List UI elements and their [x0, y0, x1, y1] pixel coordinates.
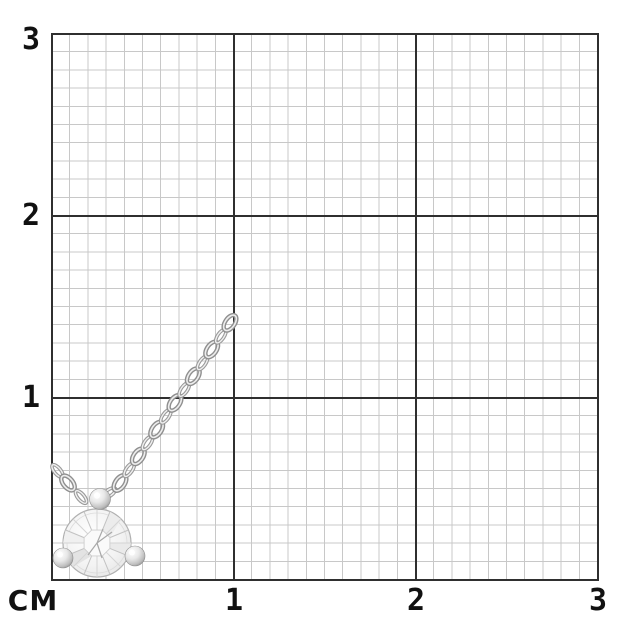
y-axis-label-1: 1	[21, 380, 41, 415]
x-axis-label-2: 2	[406, 583, 426, 618]
y-axis-label-3: 3	[21, 22, 41, 57]
unit-label-cm: CM	[7, 584, 59, 617]
cable-chain	[48, 313, 239, 507]
prong-balls	[52, 488, 146, 569]
centimeter-grid	[51, 33, 599, 581]
x-axis-label-3: 3	[588, 583, 608, 618]
y-axis-label-2: 2	[21, 198, 41, 233]
gemstone	[62, 508, 132, 578]
x-axis-label-1: 1	[224, 583, 244, 618]
